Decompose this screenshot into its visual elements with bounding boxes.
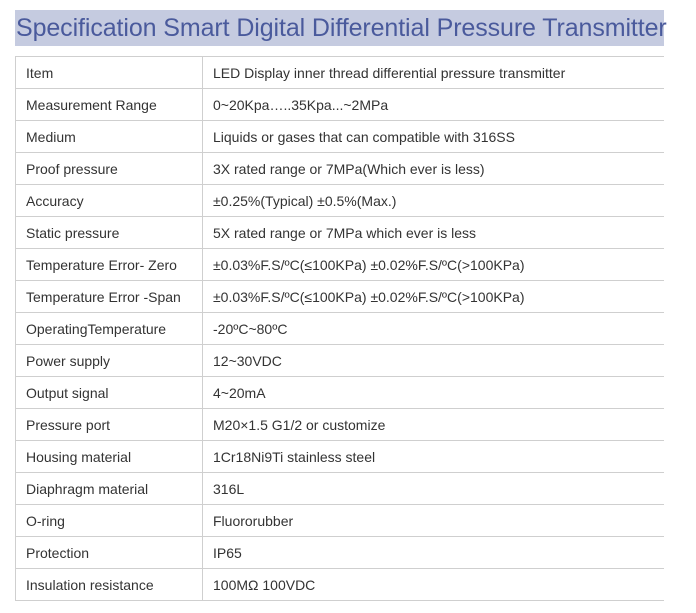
spec-value: IP65 — [202, 536, 664, 569]
spec-value: 1Cr18Ni9Ti stainless steel — [202, 440, 664, 473]
spec-label: Item — [15, 56, 203, 89]
spec-label: Insulation resistance — [15, 568, 203, 601]
spec-value: LED Display inner thread differential pr… — [202, 56, 664, 89]
spec-value: 100MΩ 100VDC — [202, 568, 664, 601]
spec-label: Temperature Error -Span — [15, 280, 203, 313]
spec-label: O-ring — [15, 504, 203, 537]
spec-label: Output signal — [15, 376, 203, 409]
table-row: OperatingTemperature -20ºC~80ºC — [15, 312, 664, 345]
spec-value: ±0.03%F.S/ºC(≤100KPa) ±0.02%F.S/ºC(>100K… — [202, 280, 664, 313]
table-row: Proof pressure 3X rated range or 7MPa(Wh… — [15, 152, 664, 185]
table-row: Insulation resistance 100MΩ 100VDC — [15, 568, 664, 601]
spec-label: Proof pressure — [15, 152, 203, 185]
spec-value: 4~20mA — [202, 376, 664, 409]
table-row: Pressure port M20×1.5 G1/2 or customize — [15, 408, 664, 441]
spec-value: Fluororubber — [202, 504, 664, 537]
table-row: Item LED Display inner thread differenti… — [15, 56, 664, 89]
table-row: Accuracy ±0.25%(Typical) ±0.5%(Max.) — [15, 184, 664, 217]
page-title: Specification Smart Digital Differential… — [16, 14, 667, 42]
spec-value: 0~20Kpa…..35Kpa...~2MPa — [202, 88, 664, 121]
spec-table: Item LED Display inner thread differenti… — [15, 56, 664, 601]
table-row: Temperature Error -Span ±0.03%F.S/ºC(≤10… — [15, 280, 664, 313]
spec-value: 3X rated range or 7MPa(Which ever is les… — [202, 152, 664, 185]
spec-value: -20ºC~80ºC — [202, 312, 664, 345]
spec-label: Static pressure — [15, 216, 203, 249]
spec-title-bar: Specification Smart Digital Differential… — [15, 10, 667, 46]
spec-value: 12~30VDC — [202, 344, 664, 377]
table-row: Output signal 4~20mA — [15, 376, 664, 409]
table-row: Medium Liquids or gases that can compati… — [15, 120, 664, 153]
table-row: O-ring Fluororubber — [15, 504, 664, 537]
table-row: Diaphragm material 316L — [15, 472, 664, 505]
table-row: Static pressure 5X rated range or 7MPa w… — [15, 216, 664, 249]
table-row: Power supply 12~30VDC — [15, 344, 664, 377]
table-row: Temperature Error- Zero ±0.03%F.S/ºC(≤10… — [15, 248, 664, 281]
spec-value: 5X rated range or 7MPa which ever is les… — [202, 216, 664, 249]
table-row: Measurement Range 0~20Kpa…..35Kpa...~2MP… — [15, 88, 664, 121]
spec-value: ±0.25%(Typical) ±0.5%(Max.) — [202, 184, 664, 217]
spec-label: Protection — [15, 536, 203, 569]
spec-label: Accuracy — [15, 184, 203, 217]
table-row: Protection IP65 — [15, 536, 664, 569]
spec-label: Medium — [15, 120, 203, 153]
spec-label: Housing material — [15, 440, 203, 473]
spec-label: Temperature Error- Zero — [15, 248, 203, 281]
spec-label: Pressure port — [15, 408, 203, 441]
spec-label: Diaphragm material — [15, 472, 203, 505]
table-row: Housing material 1Cr18Ni9Ti stainless st… — [15, 440, 664, 473]
spec-value: M20×1.5 G1/2 or customize — [202, 408, 664, 441]
spec-value: Liquids or gases that can compatible wit… — [202, 120, 664, 153]
spec-value: ±0.03%F.S/ºC(≤100KPa) ±0.02%F.S/ºC(>100K… — [202, 248, 664, 281]
spec-label: Measurement Range — [15, 88, 203, 121]
spec-label: Power supply — [15, 344, 203, 377]
spec-label: OperatingTemperature — [15, 312, 203, 345]
spec-value: 316L — [202, 472, 664, 505]
